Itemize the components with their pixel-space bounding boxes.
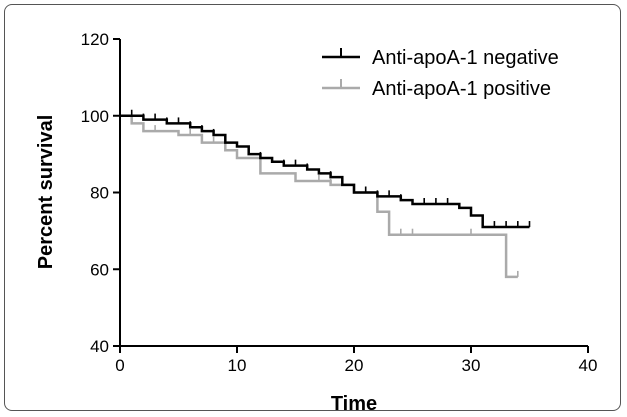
x-tick-label: 0: [115, 356, 124, 375]
y-tick-label: 40: [90, 337, 109, 356]
legend-entry-2: Anti-apoA-1 positive: [322, 78, 551, 100]
legend-entry-1: Anti-apoA-1 negative: [322, 47, 559, 69]
y-axis-title: Percent survival: [35, 115, 57, 270]
series-1: [120, 109, 531, 229]
x-tick-label: 20: [345, 356, 364, 375]
survival-curve: [120, 114, 530, 229]
series-2: [120, 114, 519, 279]
legend: Anti-apoA-1 negative Anti-apoA-1 positive: [322, 47, 559, 100]
x-axis-title: Time: [331, 393, 377, 415]
legend-label: Anti-apoA-1 negative: [372, 47, 559, 69]
y-tick-label: 120: [81, 30, 109, 49]
y-tick-label: 80: [90, 184, 109, 203]
series-layer: [120, 109, 531, 279]
x-tick-label: 30: [462, 356, 481, 375]
x-tick-label: 10: [228, 356, 247, 375]
survival-curve: [120, 114, 518, 279]
chart-frame: [4, 4, 621, 411]
y-tick-label: 60: [90, 260, 109, 279]
x-tick-label: 40: [579, 356, 598, 375]
y-tick-label: 100: [81, 107, 109, 126]
legend-label: Anti-apoA-1 positive: [372, 78, 551, 100]
axes: 40 60 80 100 120 0 10 20 30 40: [81, 30, 598, 375]
